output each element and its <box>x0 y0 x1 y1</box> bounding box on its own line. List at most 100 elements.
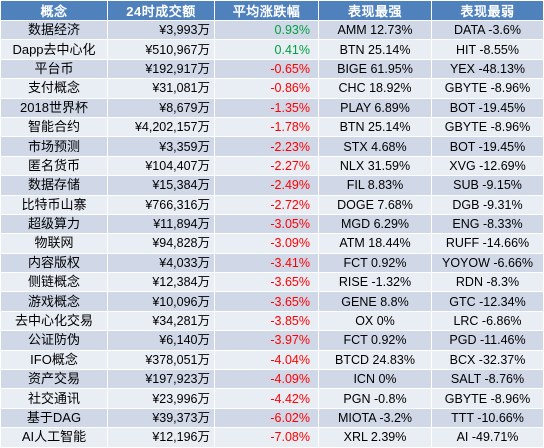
volume-cell: ¥3,993万 <box>107 19 215 41</box>
header-change[interactable]: 平均涨跌幅 <box>214 0 319 21</box>
table-row[interactable]: 比特币山寨 ¥766,316万 -2.72% DOGE 7.68% DGB -9.31% <box>0 194 544 215</box>
worst-performer-cell: GBYTE -8.96% <box>431 116 544 138</box>
header-concept[interactable]: 概念 <box>0 0 108 21</box>
table-row[interactable]: 基于DAG ¥39,373万 -6.02% MIOTA -3.2% TTT -10.66… <box>0 407 544 429</box>
concept-cell: 去中心化交易 <box>0 310 108 332</box>
change-cell: -4.09% <box>214 369 319 390</box>
table-row[interactable]: 资产交易 ¥197,923万 -4.09% ICN 0% SALT -8.76% <box>0 369 544 390</box>
concept-cell: 超级算力 <box>0 213 108 235</box>
concept-cell: 基于DAG <box>0 407 108 429</box>
table-row[interactable]: 内容版权 ¥4,033万 -3.41% FCT 0.92% YOYOW -6.66% <box>0 252 544 274</box>
best-performer-cell: AMM 12.73% <box>318 19 432 41</box>
table-row[interactable]: 数据存储 ¥15,384万 -2.49% FIL 8.83% SUB -9.15% <box>0 175 544 196</box>
best-performer-cell: PLAY 6.89% <box>318 97 432 118</box>
header-best[interactable]: 表现最强 <box>318 0 432 21</box>
best-performer-cell: BTCD 24.83% <box>318 349 432 371</box>
change-cell: -3.09% <box>214 233 319 254</box>
worst-performer-cell: ENG -8.33% <box>431 213 544 235</box>
volume-cell: ¥6,140万 <box>107 330 215 351</box>
change-cell: -3.65% <box>214 272 319 293</box>
worst-performer-cell: RUFF -14.66% <box>431 233 544 254</box>
best-performer-cell: RISE -1.32% <box>318 272 432 293</box>
volume-cell: ¥4,033万 <box>107 252 215 274</box>
worst-performer-cell: DATA -3.6% <box>431 19 544 41</box>
concept-cell: 游戏概念 <box>0 291 108 312</box>
best-performer-cell: MGD 6.29% <box>318 213 432 235</box>
table-body: 数据经济 ¥3,993万 0.93% AMM 12.73% DATA -3.6% Dapp… <box>0 19 544 448</box>
volume-cell: ¥11,894万 <box>107 213 215 235</box>
table-row[interactable]: 市场预测 ¥3,359万 -2.23% STX 4.68% BOT -19.45% <box>0 136 544 157</box>
concept-cell: 公证防伪 <box>0 330 108 351</box>
change-cell: -4.04% <box>214 349 319 371</box>
best-performer-cell: CHC 18.92% <box>318 78 432 99</box>
volume-cell: ¥104,407万 <box>107 155 215 177</box>
concept-cell: 比特币山寨 <box>0 194 108 215</box>
volume-cell: ¥23,996万 <box>107 388 215 409</box>
table-row[interactable]: 匿名货币 ¥104,407万 -2.27% NLX 31.59% XVG -12.69% <box>0 155 544 177</box>
best-performer-cell: GENE 8.8% <box>318 291 432 312</box>
table-header: 概念 24时成交额 平均涨跌幅 表现最强 表现最弱 <box>0 0 544 21</box>
volume-cell: ¥39,373万 <box>107 407 215 429</box>
best-performer-cell: MIOTA -3.2% <box>318 407 432 429</box>
concept-cell: 平台币 <box>0 58 108 80</box>
table-row[interactable]: 侧链概念 ¥12,384万 -3.65% RISE -1.32% RDN -8.3% <box>0 272 544 293</box>
change-cell: -0.86% <box>214 78 319 99</box>
table-row[interactable]: 社交通讯 ¥23,996万 -4.42% PGN -0.8% GBYTE -8.96% <box>0 388 544 409</box>
worst-performer-cell: LRC -6.86% <box>431 310 544 332</box>
table-row[interactable]: 2018世界杯 ¥8,679万 -1.35% PLAY 6.89% BOT -19.45… <box>0 97 544 118</box>
best-performer-cell: FIL 8.83% <box>318 175 432 196</box>
volume-cell: ¥378,051万 <box>107 349 215 371</box>
concept-cell: 市场预测 <box>0 136 108 157</box>
table-row[interactable]: 平台币 ¥192,917万 -0.65% BIGE 61.95% YEX -48.13% <box>0 58 544 80</box>
worst-performer-cell: PGD -11.46% <box>431 330 544 351</box>
best-performer-cell: OX 0% <box>318 310 432 332</box>
table-row[interactable]: 去中心化交易 ¥34,281万 -3.85% OX 0% LRC -6.86% <box>0 310 544 332</box>
volume-cell: ¥8,679万 <box>107 97 215 118</box>
best-performer-cell: BTN 25.14% <box>318 39 432 60</box>
worst-performer-cell: RDN -8.3% <box>431 272 544 293</box>
best-performer-cell: ICN 0% <box>318 369 432 390</box>
best-performer-cell: PGN -0.8% <box>318 388 432 409</box>
table-row[interactable]: 超级算力 ¥11,894万 -3.05% MGD 6.29% ENG -8.33% <box>0 213 544 235</box>
worst-performer-cell: BOT -19.45% <box>431 136 544 157</box>
change-cell: -2.23% <box>214 136 319 157</box>
volume-cell: ¥12,196万 <box>107 427 215 448</box>
change-cell: -6.02% <box>214 407 319 429</box>
header-volume[interactable]: 24时成交额 <box>107 0 215 21</box>
concept-cell: 数据存储 <box>0 175 108 196</box>
table-row[interactable]: 支付概念 ¥31,081万 -0.86% CHC 18.92% GBYTE -8.96% <box>0 78 544 99</box>
change-cell: -3.65% <box>214 291 319 312</box>
volume-cell: ¥4,202,157万 <box>107 116 215 138</box>
worst-performer-cell: DGB -9.31% <box>431 194 544 215</box>
worst-performer-cell: AI -49.71% <box>431 427 544 448</box>
concept-cell: 侧链概念 <box>0 272 108 293</box>
change-cell: -1.35% <box>214 97 319 118</box>
table-row[interactable]: 智能合约 ¥4,202,157万 -1.78% BTN 25.14% GBYTE -8.… <box>0 116 544 138</box>
table-row[interactable]: 数据经济 ¥3,993万 0.93% AMM 12.73% DATA -3.6% <box>0 19 544 41</box>
worst-performer-cell: YOYOW -6.66% <box>431 252 544 274</box>
worst-performer-cell: BCX -32.37% <box>431 349 544 371</box>
change-cell: 0.93% <box>214 19 319 41</box>
table-row[interactable]: 公证防伪 ¥6,140万 -3.97% FCT 0.92% PGD -11.46% <box>0 330 544 351</box>
worst-performer-cell: GTC -12.34% <box>431 291 544 312</box>
worst-performer-cell: GBYTE -8.96% <box>431 78 544 99</box>
best-performer-cell: FCT 0.92% <box>318 330 432 351</box>
worst-performer-cell: BOT -19.45% <box>431 97 544 118</box>
best-performer-cell: ATM 18.44% <box>318 233 432 254</box>
table-row[interactable]: AI人工智能 ¥12,196万 -7.08% XRL 2.39% AI -49.71% <box>0 427 544 448</box>
table-row[interactable]: 游戏概念 ¥10,096万 -3.65% GENE 8.8% GTC -12.34% <box>0 291 544 312</box>
change-cell: -3.05% <box>214 213 319 235</box>
volume-cell: ¥12,384万 <box>107 272 215 293</box>
best-performer-cell: XRL 2.39% <box>318 427 432 448</box>
table-row[interactable]: 物联网 ¥94,828万 -3.09% ATM 18.44% RUFF -14.66% <box>0 233 544 254</box>
change-cell: -3.97% <box>214 330 319 351</box>
concept-cell: 2018世界杯 <box>0 97 108 118</box>
concept-cell: 资产交易 <box>0 369 108 390</box>
table-row[interactable]: IFO概念 ¥378,051万 -4.04% BTCD 24.83% BCX -32.3… <box>0 349 544 371</box>
header-worst[interactable]: 表现最弱 <box>431 0 544 21</box>
table-row[interactable]: Dapp去中心化 ¥510,967万 0.41% BTN 25.14% HIT -8.5… <box>0 39 544 60</box>
concept-cell: 物联网 <box>0 233 108 254</box>
change-cell: -4.42% <box>214 388 319 409</box>
header-row: 概念 24时成交额 平均涨跌幅 表现最强 表现最弱 <box>0 0 544 21</box>
